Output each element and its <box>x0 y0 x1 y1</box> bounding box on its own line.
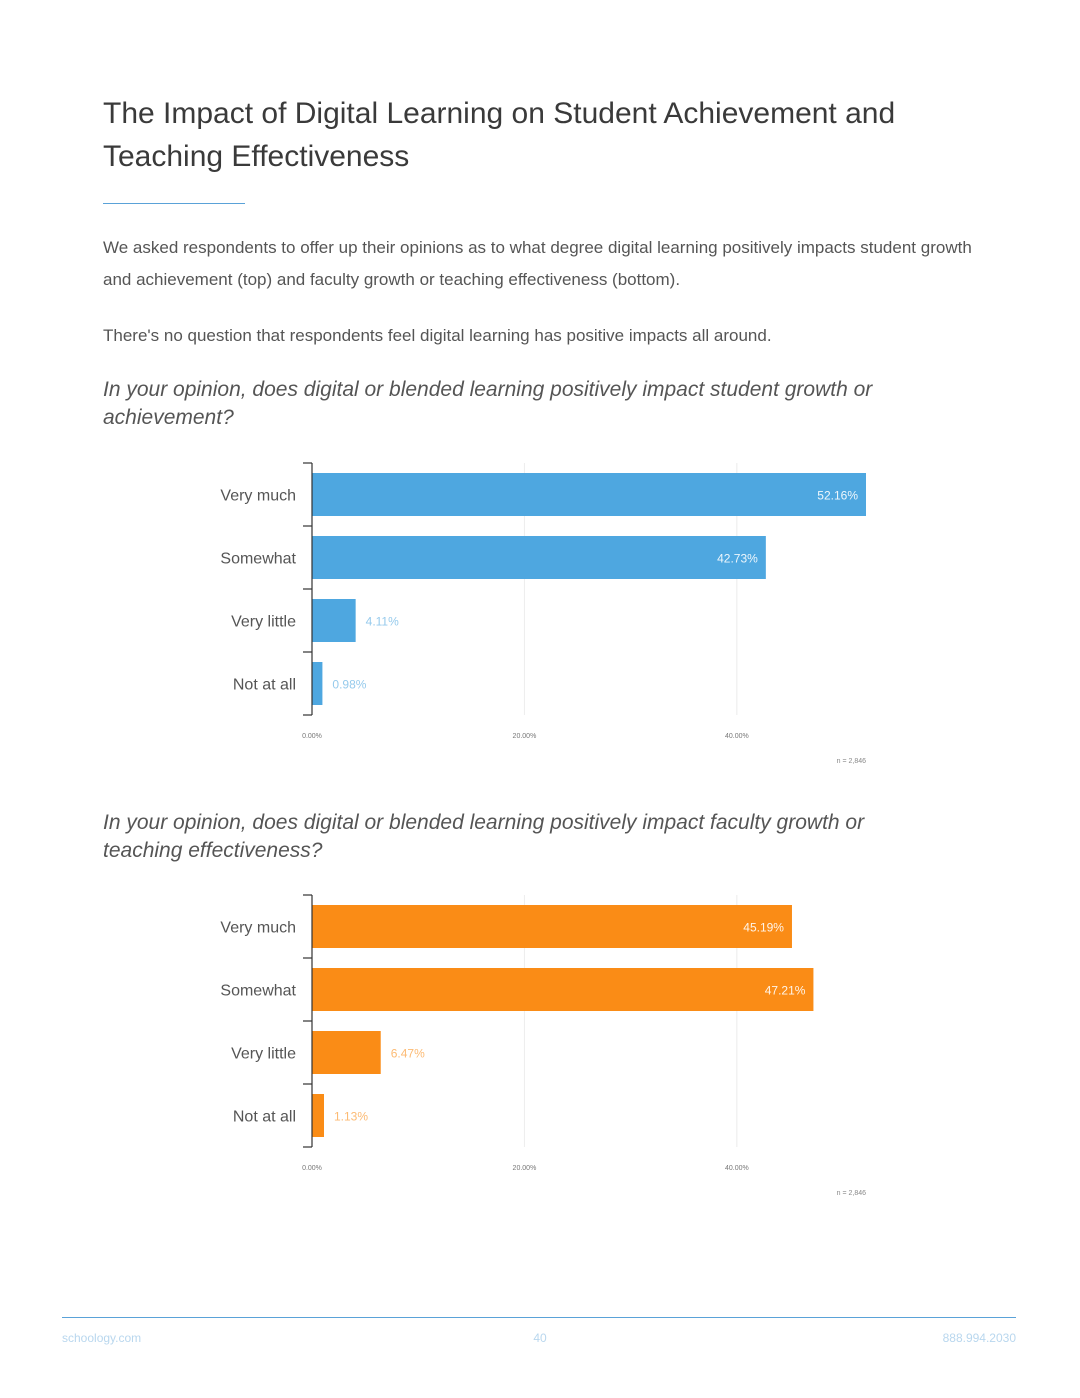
value-label: 6.47% <box>391 1047 425 1061</box>
sample-size-note: n = 2,846 <box>837 1190 866 1197</box>
bar-4 <box>312 662 323 705</box>
chart-1-question: In your opinion, does digital or blended… <box>103 378 873 429</box>
x-tick-label: 40.00% <box>725 733 749 740</box>
category-label: Very little <box>231 1046 296 1063</box>
bar-1 <box>312 473 866 516</box>
value-label: 4.11% <box>366 615 399 629</box>
x-tick-label: 0.00% <box>302 1165 322 1172</box>
category-label: Not at all <box>233 677 296 694</box>
bar-1 <box>312 905 792 948</box>
category-label: Not at all <box>233 1109 296 1126</box>
value-label: 0.98% <box>332 678 366 692</box>
category-label: Somewhat <box>220 551 296 568</box>
value-label: 47.21% <box>765 984 806 998</box>
category-label: Very little <box>231 614 296 631</box>
bar-4 <box>312 1094 325 1137</box>
chart-2-question: In your opinion, does digital or blended… <box>103 811 865 862</box>
value-label: 1.13% <box>334 1110 368 1124</box>
sample-size-note: n = 2,846 <box>837 758 866 765</box>
x-tick-label: 20.00% <box>513 733 537 740</box>
footer-website: schoology.com <box>62 1331 142 1345</box>
summary-paragraph: There's no question that respondents fee… <box>103 326 772 345</box>
footer-divider <box>62 1317 1016 1318</box>
page-title: The Impact of Digital Learning on Studen… <box>103 97 896 173</box>
x-tick-label: 40.00% <box>725 1165 749 1172</box>
title-underline <box>103 203 245 204</box>
category-label: Very much <box>220 488 296 505</box>
intro-paragraph: We asked respondents to offer up their o… <box>103 238 972 289</box>
bar-2 <box>312 536 766 579</box>
x-tick-label: 0.00% <box>302 733 322 740</box>
bar-3 <box>312 599 356 642</box>
value-label: 42.73% <box>717 552 758 566</box>
student-impact-chart: Very much 52.16% Somewhat 42.73% Very little… <box>220 462 866 765</box>
faculty-impact-chart: Very much 45.19% Somewhat 47.21% Very little… <box>220 894 866 1197</box>
bar-2 <box>312 968 814 1011</box>
value-label: 52.16% <box>817 489 858 503</box>
value-label: 45.19% <box>743 921 784 935</box>
category-label: Somewhat <box>220 983 296 1000</box>
footer-phone: 888.994.2030 <box>942 1331 1016 1345</box>
category-label: Very much <box>220 920 296 937</box>
bar-3 <box>312 1031 381 1074</box>
x-tick-label: 20.00% <box>513 1165 537 1172</box>
footer-page-number: 40 <box>533 1331 547 1345</box>
